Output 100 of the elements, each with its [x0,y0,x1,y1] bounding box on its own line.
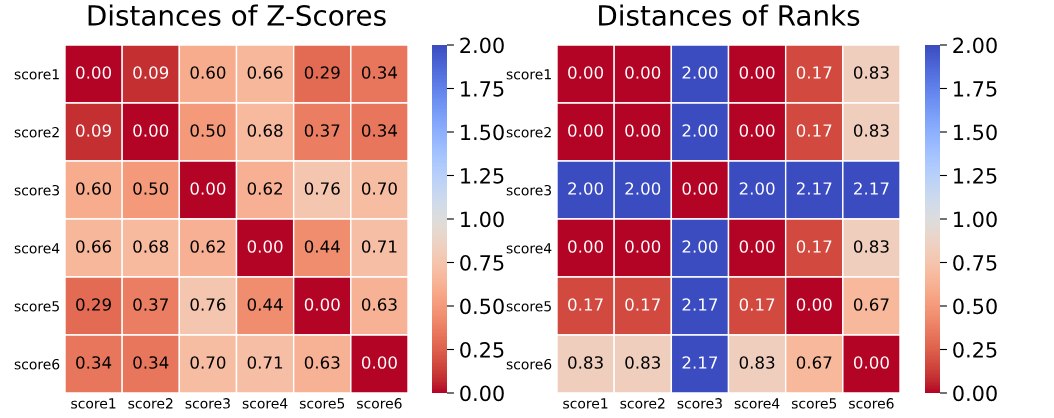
y-tick-label: score3 [14,184,60,196]
data-label: 0.83 [739,356,775,369]
data-label: 0.17 [625,298,660,311]
y-tick-label: score6 [506,358,552,370]
data-label: 0.83 [568,356,603,369]
color-bar-label: 1.75 [461,81,504,97]
data-label: 0.44 [304,240,340,253]
color-bar-label: 1.00 [461,211,504,228]
data-label: 0.00 [739,124,775,137]
color-bar-label: 2.00 [953,37,997,54]
data-label: 0.62 [247,182,282,195]
data-label: 0.00 [190,182,226,195]
data-label: 0.29 [304,66,340,79]
data-label: 0.68 [133,240,169,253]
data-label: 0.29 [76,298,111,311]
x-tick-label: score2 [620,398,665,409]
x-tick-label: score2 [128,398,173,409]
data-label: 0.17 [796,124,832,137]
data-label: 0.60 [76,182,112,195]
data-label: 2.00 [682,240,718,253]
data-label: 0.50 [190,124,226,137]
data-label: 0.67 [796,356,832,369]
data-label: 0.37 [133,298,168,311]
data-label: 0.83 [625,356,660,369]
data-label: 0.83 [853,240,889,253]
data-label: 2.00 [682,66,718,79]
color-bar-label: 0.00 [460,385,504,402]
data-label: 0.63 [361,298,397,311]
color-bar-label: 2.00 [460,37,504,54]
data-label: 0.00 [304,298,340,311]
chart-title: Distances of Z-Scores [88,4,386,26]
data-label: 0.00 [568,240,604,253]
data-label: 0.60 [190,66,226,79]
data-label: 0.34 [361,124,398,137]
color-bar-label: 1.75 [954,81,997,97]
y-tick-label: score6 [14,358,60,370]
data-label: 0.17 [796,66,832,79]
data-label: 0.00 [853,356,889,369]
data-label: 0.00 [682,182,718,195]
color-bar-label: 0.75 [460,254,504,271]
data-label: 0.76 [304,182,340,195]
x-tick-label: score5 [299,398,345,409]
color-bar-label: 0.25 [460,341,504,358]
data-label: 0.37 [304,124,340,137]
color-bar-label: 0.75 [953,254,997,271]
data-label: 0.17 [568,298,603,311]
data-label: 0.50 [133,182,169,195]
data-label: 2.00 [625,182,661,195]
data-label: 2.00 [682,124,718,137]
x-tick-label: score1 [71,398,116,409]
y-tick-label: score4 [14,243,60,254]
x-tick-label: score4 [734,398,780,409]
color-bar-label: 1.25 [954,167,997,184]
x-tick-label: score3 [677,398,722,409]
data-label: 0.34 [361,66,398,79]
color-bar-label: 0.00 [953,385,997,402]
y-tick-label: score2 [14,126,59,138]
data-label: 0.70 [190,356,226,369]
data-label: 2.00 [739,182,775,195]
data-label: 0.83 [853,124,889,137]
data-label: 0.00 [133,124,169,137]
y-tick-label: score1 [14,69,59,80]
data-label: 2.17 [854,182,889,195]
data-label: 0.00 [625,124,661,137]
data-label: 0.71 [247,356,283,369]
y-tick-label: score1 [506,69,551,80]
data-label: 0.00 [625,240,661,253]
color-bar-label: 0.50 [460,298,504,315]
y-tick-label: score3 [506,184,552,196]
data-label: 0.00 [568,66,604,79]
x-tick-label: score6 [357,398,402,409]
data-label: 0.34 [133,356,169,369]
y-tick-label: score5 [14,301,59,312]
data-label: 0.68 [247,124,283,137]
data-label: 0.63 [304,356,340,369]
data-label: 2.17 [682,298,718,311]
data-label: 0.62 [190,240,225,253]
data-label: 2.17 [796,182,832,195]
data-label: 0.00 [739,240,775,253]
x-tick-label: score6 [849,398,894,409]
chart-title: Distances of Ranks [599,4,860,26]
data-label: 0.00 [625,66,661,79]
data-label: 0.17 [739,298,775,311]
color-bar-label: 0.50 [953,298,997,315]
y-tick-label: score4 [506,243,552,254]
data-label: 0.00 [361,356,397,369]
color-bar-label: 1.50 [954,124,997,141]
x-tick-label: score3 [185,398,230,409]
data-label: 2.17 [682,356,718,369]
data-label: 0.66 [76,240,112,253]
data-label: 0.34 [76,356,112,369]
data-label: 0.00 [796,298,832,311]
data-label: 0.44 [247,298,283,311]
data-label: 0.17 [796,240,832,253]
x-tick-label: score5 [791,398,837,409]
color-bar-label: 0.25 [953,341,997,358]
data-label: 0.67 [853,298,889,311]
data-label: 0.00 [247,240,283,253]
color-bar-label: 1.00 [954,211,997,228]
data-label: 2.00 [568,182,604,195]
